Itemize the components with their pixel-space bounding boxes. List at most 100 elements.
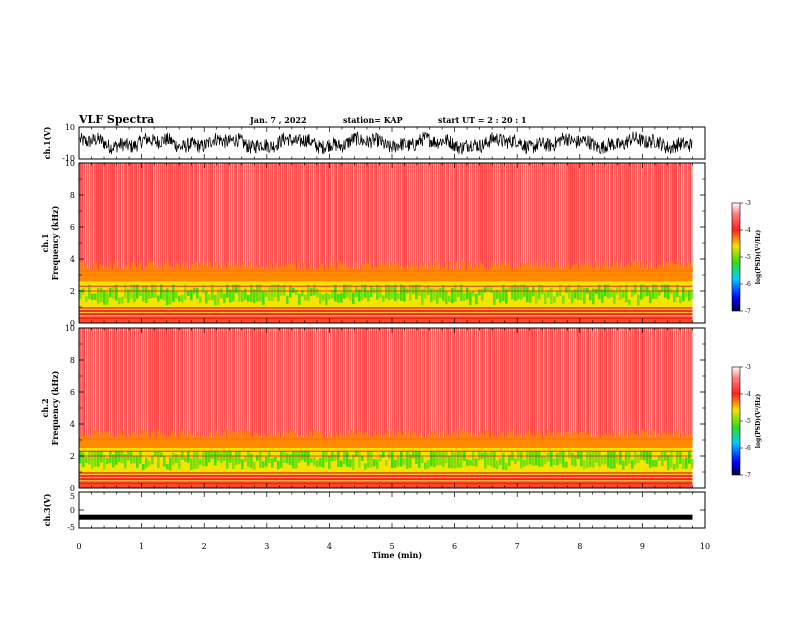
spec-streak bbox=[191, 163, 193, 270]
spec-green-patch bbox=[427, 285, 430, 296]
spec-streak bbox=[557, 163, 559, 270]
spec-edge bbox=[513, 269, 515, 272]
spec-edge bbox=[561, 435, 563, 440]
spec-streak bbox=[113, 328, 115, 438]
spec-green-patch bbox=[547, 452, 550, 462]
spec-edge bbox=[171, 267, 173, 272]
spec-green-patch bbox=[280, 451, 283, 468]
spec-edge bbox=[609, 434, 611, 440]
spec-streak bbox=[519, 163, 521, 270]
spec-streak bbox=[547, 163, 549, 270]
spec-edge bbox=[339, 432, 341, 440]
spec-edge bbox=[455, 262, 457, 272]
spec-streak bbox=[653, 163, 655, 270]
spec-edge bbox=[619, 262, 621, 272]
colorbar-tick-label: -3 bbox=[745, 364, 751, 371]
spec-edge bbox=[633, 433, 635, 440]
spec-streak bbox=[539, 163, 541, 270]
spec-edge bbox=[139, 433, 141, 440]
spec-streak bbox=[569, 328, 571, 438]
spec-streak bbox=[691, 163, 693, 270]
spec-edge bbox=[615, 261, 617, 272]
spec-edge bbox=[279, 266, 281, 272]
spec-streak bbox=[585, 163, 587, 270]
spec-edge bbox=[359, 431, 361, 440]
spec-green-patch bbox=[211, 284, 214, 301]
spec-edge bbox=[663, 431, 665, 440]
spec-green-patch bbox=[175, 454, 178, 464]
spec-streak bbox=[429, 163, 431, 270]
spec-streak bbox=[609, 163, 611, 270]
spec-edge bbox=[573, 264, 575, 272]
spec-edge bbox=[191, 263, 193, 272]
spec-edge bbox=[379, 434, 381, 440]
spec-edge bbox=[495, 265, 497, 272]
spec-edge bbox=[375, 267, 377, 272]
spec-green-patch bbox=[85, 296, 88, 302]
spec-edge bbox=[397, 265, 399, 272]
spec-green-patch bbox=[589, 452, 592, 468]
spec-streak bbox=[83, 163, 85, 270]
spec-green-patch bbox=[601, 455, 604, 465]
spec-edge bbox=[571, 434, 573, 440]
freq-tick-label: 2 bbox=[70, 287, 75, 296]
spec-streak bbox=[177, 163, 179, 270]
spec-streak bbox=[317, 328, 319, 438]
colorbar-tick-label: -4 bbox=[745, 227, 751, 234]
spec-streak bbox=[119, 163, 121, 270]
spec-streak bbox=[501, 328, 503, 438]
spec-edge bbox=[149, 262, 151, 272]
spec-edge bbox=[137, 436, 139, 440]
spec-green-patch bbox=[283, 284, 286, 296]
spec-streak bbox=[489, 328, 491, 438]
spec-green-patch bbox=[145, 457, 148, 468]
spec-streak bbox=[673, 163, 675, 270]
spec-green-patch bbox=[541, 285, 544, 295]
spec-streak bbox=[189, 163, 191, 270]
ch1-colorbar-ticks: -3-4-5-6-7 bbox=[740, 200, 751, 315]
spec-streak bbox=[305, 328, 307, 438]
spec-green-patch bbox=[403, 458, 406, 466]
spec-edge bbox=[523, 433, 525, 440]
spec-green-patch bbox=[139, 289, 142, 296]
spec-edge bbox=[161, 269, 163, 272]
spec-edge bbox=[399, 265, 401, 272]
spec-edge bbox=[351, 267, 353, 272]
spec-edge bbox=[309, 263, 311, 272]
spec-streak bbox=[647, 328, 649, 438]
spec-edge bbox=[291, 430, 293, 440]
spec-edge bbox=[539, 433, 541, 440]
spec-edge bbox=[443, 437, 445, 440]
spec-green-patch bbox=[451, 287, 454, 304]
spec-green-patch bbox=[484, 451, 487, 469]
spec-streak bbox=[419, 328, 421, 438]
spec-edge bbox=[543, 261, 545, 272]
spec-edge bbox=[583, 430, 585, 440]
spec-edge bbox=[133, 263, 135, 272]
spec-edge bbox=[357, 429, 359, 440]
spec-streak bbox=[151, 163, 153, 270]
spec-green-patch bbox=[532, 451, 535, 466]
spec-edge bbox=[407, 430, 409, 440]
spec-edge bbox=[661, 261, 663, 272]
spec-streak bbox=[355, 163, 357, 270]
spec-streak bbox=[653, 328, 655, 438]
spec-streak bbox=[527, 328, 529, 438]
spec-streak bbox=[181, 328, 183, 438]
spec-streak bbox=[155, 328, 157, 438]
spec-streak bbox=[97, 328, 99, 438]
spec-edge bbox=[265, 436, 267, 440]
spec-streak bbox=[557, 328, 559, 438]
spec-edge bbox=[583, 262, 585, 272]
spec-edge bbox=[365, 431, 367, 440]
spec-streak bbox=[661, 163, 663, 270]
spec-streak bbox=[455, 328, 457, 438]
spec-edge bbox=[281, 264, 283, 272]
spec-edge bbox=[195, 261, 197, 272]
spec-edge bbox=[671, 433, 673, 440]
spec-green-patch bbox=[325, 451, 328, 463]
spec-edge bbox=[603, 433, 605, 440]
spec-green-patch bbox=[361, 455, 364, 461]
spec-streak bbox=[661, 328, 663, 438]
spec-streak bbox=[483, 328, 485, 438]
